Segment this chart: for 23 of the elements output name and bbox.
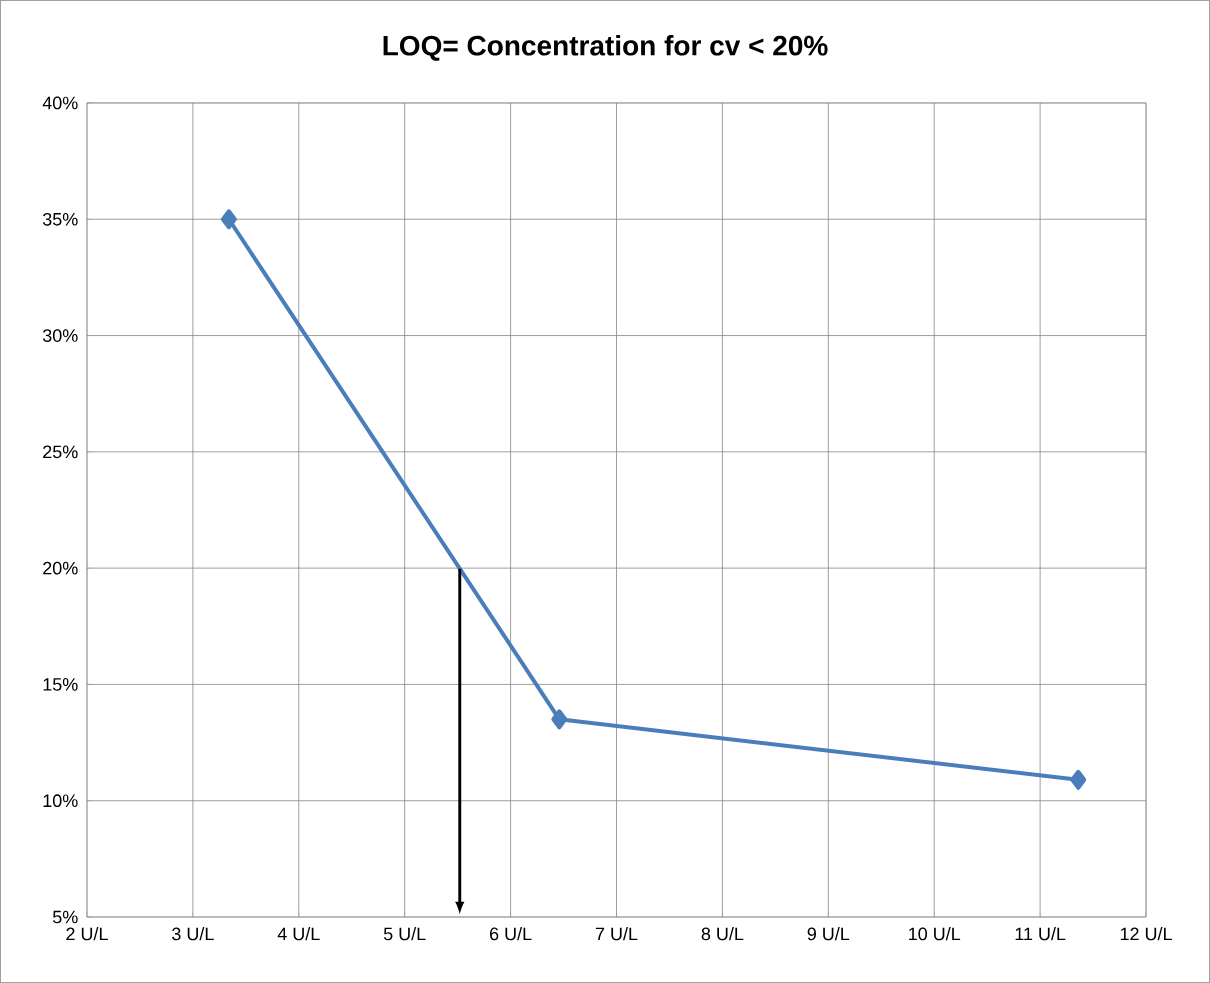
x-tick-label: 10 U/L bbox=[909, 927, 961, 941]
y-tick-label: 20% bbox=[43, 561, 78, 575]
y-tick-label: 40% bbox=[42, 96, 78, 110]
x-tick-label: 4 U/L bbox=[277, 927, 320, 941]
point bbox=[551, 709, 568, 730]
x-tick-label: 2 U/L bbox=[66, 927, 108, 941]
y-tick-label: 35% bbox=[42, 212, 78, 226]
y-tick-label: 5% bbox=[52, 910, 78, 924]
x-tick-label: 11 U/L bbox=[1015, 927, 1066, 941]
x-tick-label: 8 U/L bbox=[701, 927, 744, 941]
y-tick-label: 15% bbox=[43, 678, 78, 691]
y-tick-label: 25% bbox=[43, 445, 78, 459]
point bbox=[1070, 769, 1087, 790]
x-tick-label: 9 U/L bbox=[807, 927, 850, 941]
y-tick-label: 30% bbox=[42, 329, 78, 342]
x-tick-label: 7 U/L bbox=[595, 927, 638, 941]
x-tick-label: 6 U/L bbox=[490, 927, 532, 941]
x-tick-label: 5 U/L bbox=[383, 927, 426, 941]
x-tick-label: 3 U/L bbox=[172, 927, 214, 941]
chart-title: LOQ= Concentration for cv < 20% bbox=[383, 35, 828, 61]
point bbox=[220, 209, 237, 230]
x-tick-label: 12 U/L bbox=[1120, 927, 1172, 941]
y-tick-label: 10% bbox=[43, 794, 78, 808]
